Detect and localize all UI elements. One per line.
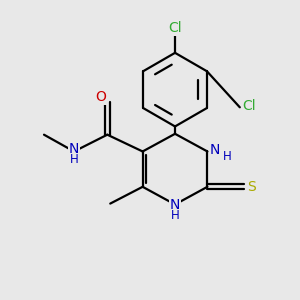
Text: H: H	[223, 150, 232, 163]
Text: N: N	[69, 142, 79, 156]
Text: H: H	[171, 209, 179, 222]
Text: N: N	[170, 198, 180, 212]
Text: N: N	[210, 143, 220, 157]
Text: O: O	[95, 90, 106, 104]
Text: Cl: Cl	[242, 99, 256, 113]
Text: S: S	[248, 180, 256, 194]
Text: Cl: Cl	[168, 21, 182, 35]
Text: H: H	[70, 153, 78, 166]
